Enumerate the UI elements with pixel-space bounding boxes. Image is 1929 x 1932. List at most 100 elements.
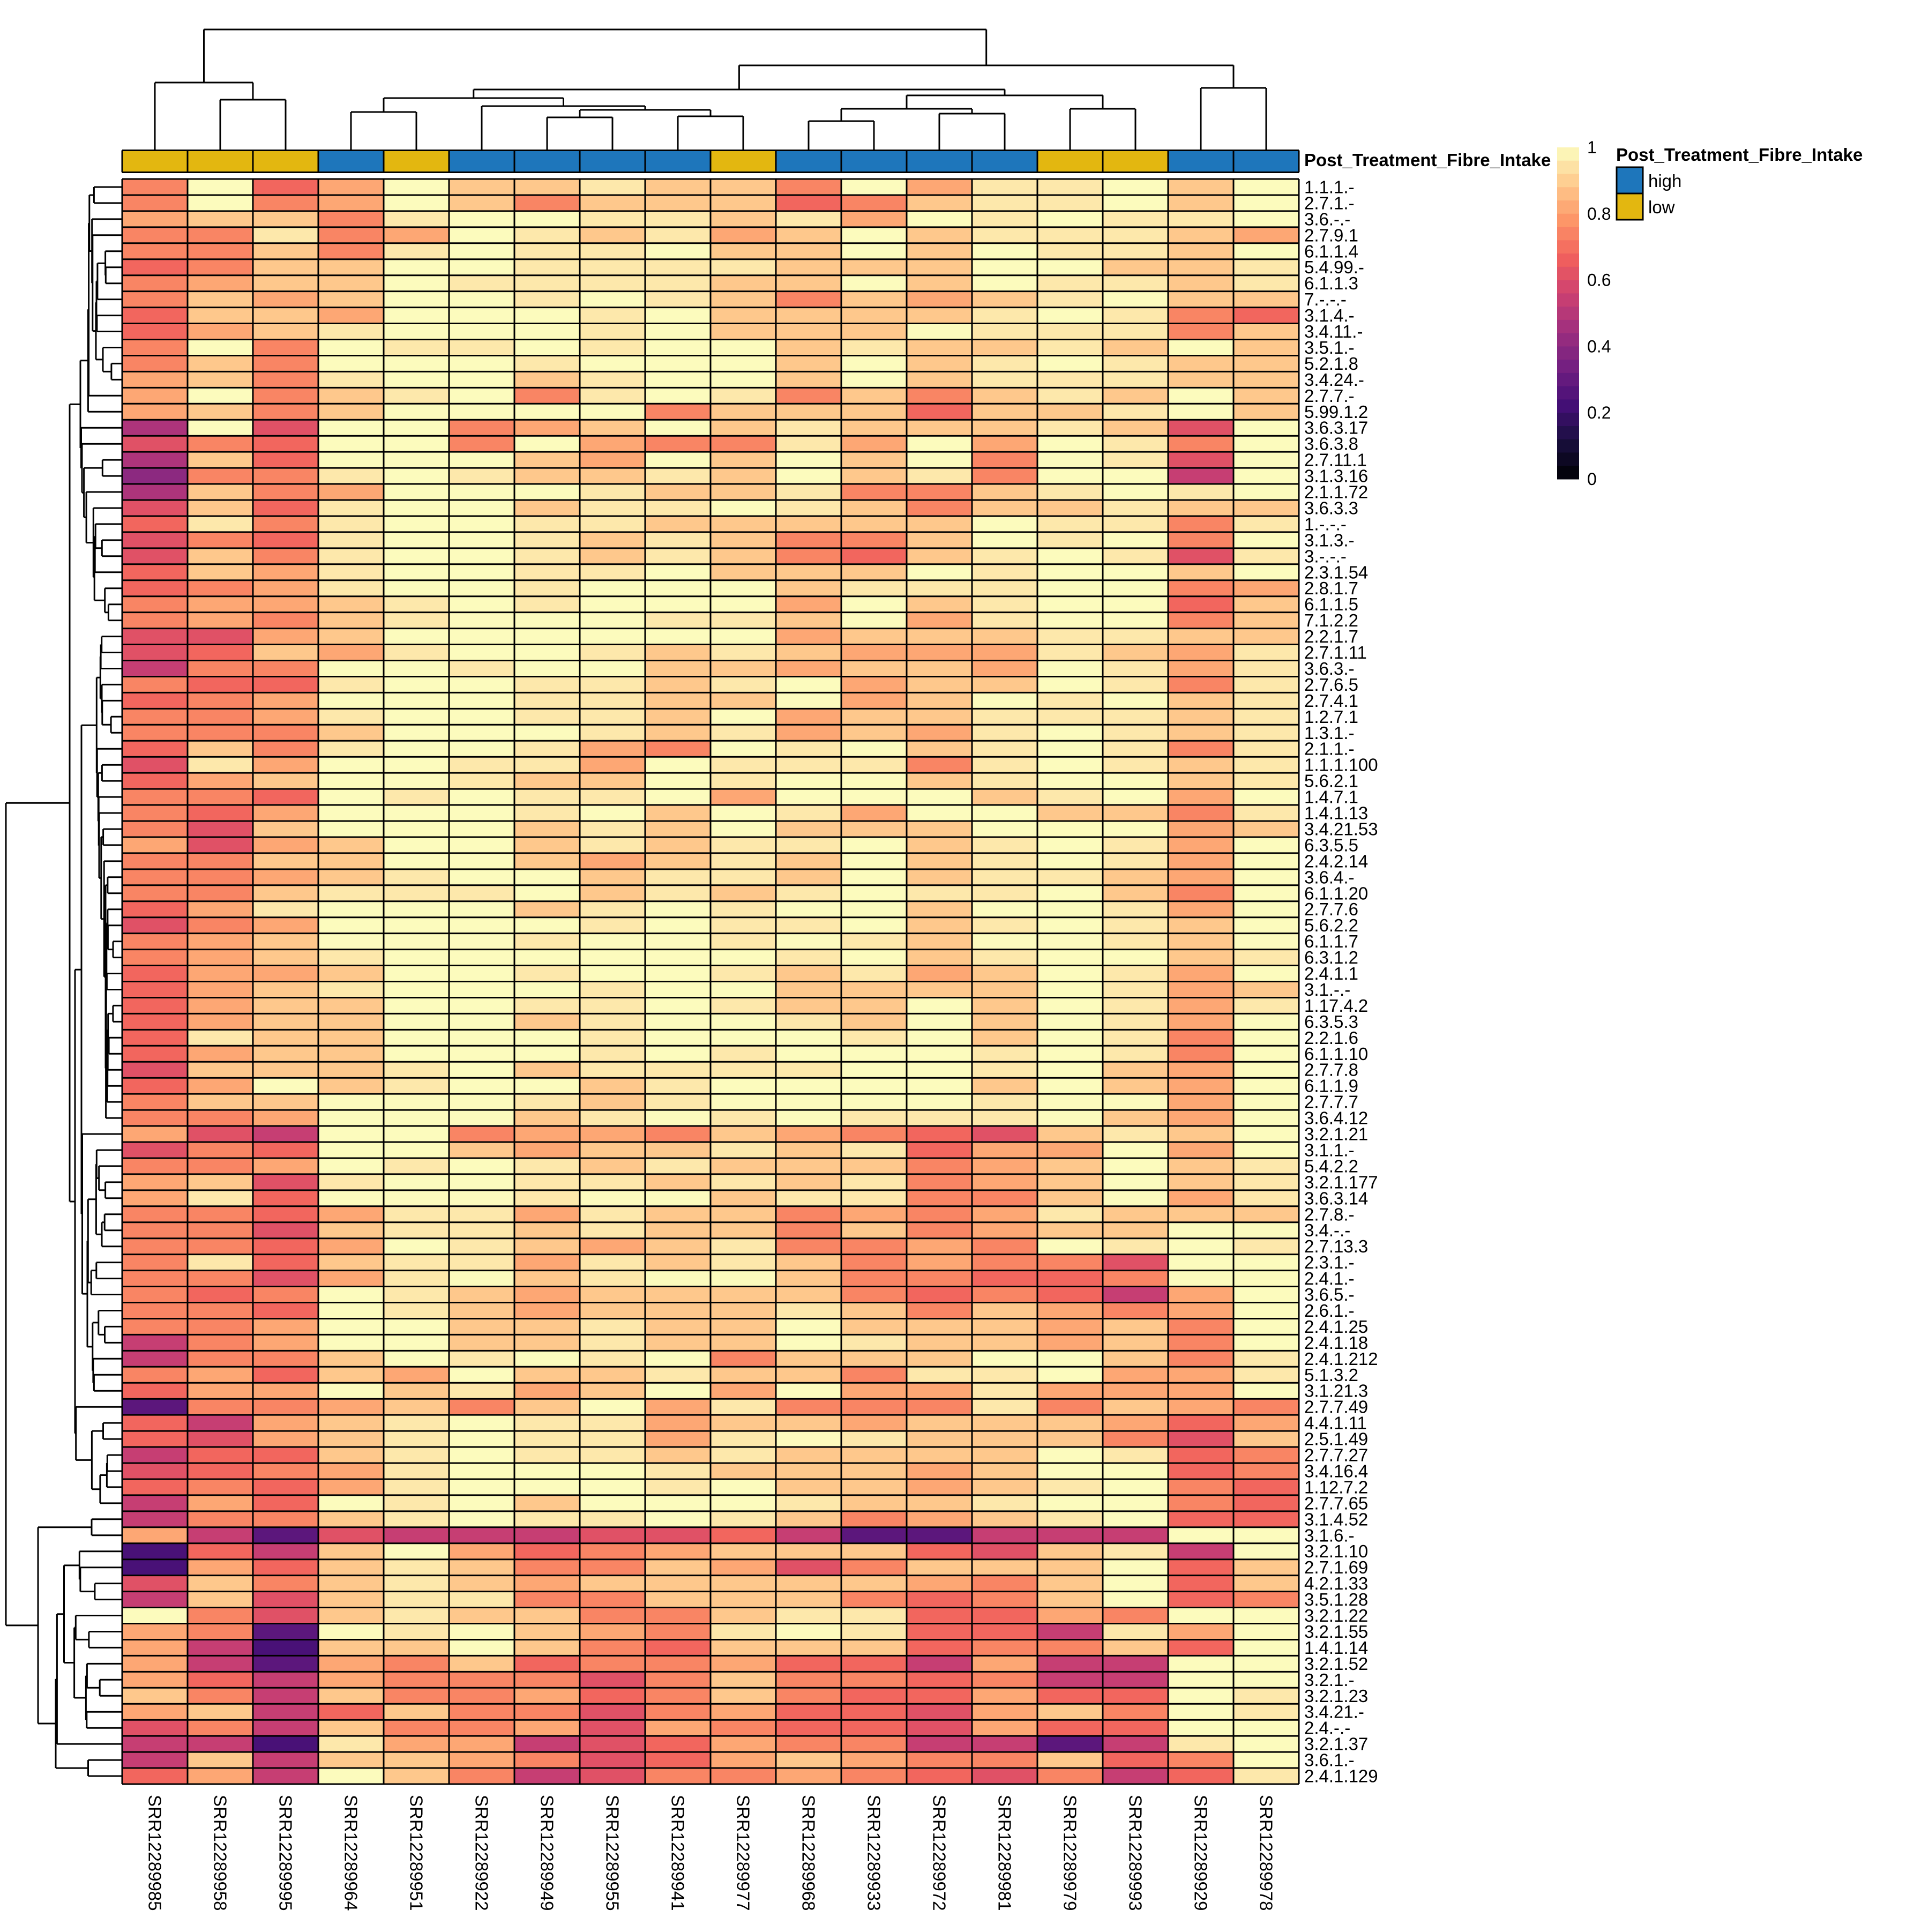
svg-text:SRR12289933: SRR12289933 — [864, 1795, 884, 1911]
svg-text:3.4.-.-: 3.4.-.- — [1304, 1220, 1350, 1240]
svg-text:SRR12289993: SRR12289993 — [1126, 1795, 1146, 1911]
svg-text:0.8: 0.8 — [1587, 204, 1611, 223]
svg-text:SRR12289995: SRR12289995 — [276, 1795, 296, 1911]
svg-text:2.7.8.-: 2.7.8.- — [1304, 1204, 1355, 1224]
svg-text:2.7.11.1: 2.7.11.1 — [1304, 450, 1367, 470]
svg-text:3.1.-.-: 3.1.-.- — [1304, 980, 1350, 999]
svg-text:4.4.1.11: 4.4.1.11 — [1304, 1413, 1367, 1433]
svg-text:2.4.-.-: 2.4.-.- — [1304, 1718, 1350, 1738]
svg-text:3.6.4.-: 3.6.4.- — [1304, 867, 1355, 887]
svg-text:3.5.1.28: 3.5.1.28 — [1304, 1590, 1368, 1609]
svg-text:1.17.4.2: 1.17.4.2 — [1304, 996, 1368, 1016]
svg-text:2.7.9.1: 2.7.9.1 — [1304, 225, 1358, 245]
svg-text:3.1.3.16: 3.1.3.16 — [1304, 466, 1368, 486]
svg-text:3.1.3.-: 3.1.3.- — [1304, 530, 1355, 550]
svg-text:2.3.1.54: 2.3.1.54 — [1304, 562, 1368, 582]
svg-text:SRR12289977: SRR12289977 — [734, 1795, 753, 1911]
svg-text:6.1.1.10: 6.1.1.10 — [1304, 1044, 1368, 1064]
svg-text:3.4.11.-: 3.4.11.- — [1304, 322, 1363, 341]
svg-text:2.4.2.14: 2.4.2.14 — [1304, 851, 1368, 871]
svg-text:6.1.1.3: 6.1.1.3 — [1304, 273, 1358, 293]
svg-text:2.4.1.129: 2.4.1.129 — [1304, 1766, 1378, 1786]
svg-text:7.-.-.-: 7.-.-.- — [1304, 289, 1347, 309]
svg-text:2.2.1.6: 2.2.1.6 — [1304, 1028, 1358, 1048]
svg-text:2.7.6.5: 2.7.6.5 — [1304, 675, 1358, 695]
svg-text:5.99.1.2: 5.99.1.2 — [1304, 402, 1368, 422]
svg-text:3.6.3.-: 3.6.3.- — [1304, 659, 1355, 678]
svg-text:6.3.1.2: 6.3.1.2 — [1304, 948, 1358, 967]
svg-text:2.6.1.-: 2.6.1.- — [1304, 1301, 1355, 1321]
svg-text:SRR12289981: SRR12289981 — [995, 1795, 1015, 1911]
svg-text:3.2.1.10: 3.2.1.10 — [1304, 1541, 1368, 1561]
svg-text:2.7.7.6: 2.7.7.6 — [1304, 899, 1358, 919]
svg-text:3.1.4.52: 3.1.4.52 — [1304, 1509, 1368, 1529]
svg-text:2.3.1.-: 2.3.1.- — [1304, 1252, 1355, 1272]
svg-text:0: 0 — [1587, 469, 1597, 489]
svg-text:1.4.7.1: 1.4.7.1 — [1304, 787, 1358, 807]
svg-text:2.2.1.7: 2.2.1.7 — [1304, 626, 1358, 646]
svg-text:1.12.7.2: 1.12.7.2 — [1304, 1477, 1368, 1497]
svg-text:Post_Treatment_Fibre_Intake: Post_Treatment_Fibre_Intake — [1304, 150, 1551, 170]
svg-text:SRR12289964: SRR12289964 — [341, 1795, 361, 1911]
svg-text:3.2.1.21: 3.2.1.21 — [1304, 1124, 1368, 1144]
svg-text:0.4: 0.4 — [1587, 337, 1611, 356]
svg-text:1: 1 — [1587, 138, 1597, 157]
svg-text:5.2.1.8: 5.2.1.8 — [1304, 354, 1358, 374]
svg-text:2.4.1.1: 2.4.1.1 — [1304, 964, 1358, 983]
svg-text:2.1.1.-: 2.1.1.- — [1304, 739, 1355, 759]
svg-text:5.6.2.1: 5.6.2.1 — [1304, 771, 1358, 791]
svg-text:1.-.-.-: 1.-.-.- — [1304, 514, 1347, 534]
svg-text:2.7.7.7: 2.7.7.7 — [1304, 1092, 1358, 1112]
svg-text:3.4.21.53: 3.4.21.53 — [1304, 819, 1378, 839]
svg-text:6.1.1.9: 6.1.1.9 — [1304, 1076, 1358, 1096]
svg-text:5.1.3.2: 5.1.3.2 — [1304, 1365, 1358, 1385]
svg-text:6.3.5.5: 6.3.5.5 — [1304, 835, 1358, 855]
svg-text:2.7.7.8: 2.7.7.8 — [1304, 1060, 1358, 1080]
svg-text:3.6.3.3: 3.6.3.3 — [1304, 498, 1358, 518]
svg-text:3.2.1.55: 3.2.1.55 — [1304, 1622, 1368, 1642]
svg-text:1.4.1.14: 1.4.1.14 — [1304, 1638, 1368, 1658]
svg-text:2.4.1.25: 2.4.1.25 — [1304, 1317, 1368, 1337]
svg-text:0.2: 0.2 — [1587, 403, 1611, 422]
svg-text:1.4.1.13: 1.4.1.13 — [1304, 803, 1368, 823]
svg-text:2.5.1.49: 2.5.1.49 — [1304, 1429, 1368, 1449]
svg-text:7.1.2.2: 7.1.2.2 — [1304, 610, 1358, 630]
svg-text:SRR12289955: SRR12289955 — [603, 1795, 623, 1911]
svg-text:5.4.99.-: 5.4.99.- — [1304, 257, 1364, 277]
svg-text:SRR12289968: SRR12289968 — [799, 1795, 819, 1911]
svg-text:3.1.21.3: 3.1.21.3 — [1304, 1381, 1368, 1401]
svg-text:3.6.3.14: 3.6.3.14 — [1304, 1188, 1368, 1208]
svg-text:SRR12289922: SRR12289922 — [472, 1795, 492, 1911]
svg-text:SRR12289951: SRR12289951 — [407, 1795, 427, 1911]
svg-text:2.1.1.72: 2.1.1.72 — [1304, 482, 1368, 502]
svg-text:5.4.2.2: 5.4.2.2 — [1304, 1156, 1358, 1176]
svg-text:6.1.1.4: 6.1.1.4 — [1304, 241, 1358, 261]
svg-text:2.7.7.49: 2.7.7.49 — [1304, 1397, 1368, 1417]
svg-text:2.4.1.212: 2.4.1.212 — [1304, 1349, 1378, 1369]
svg-text:Post_Treatment_Fibre_Intake: Post_Treatment_Fibre_Intake — [1616, 145, 1863, 165]
svg-text:3.2.1.22: 3.2.1.22 — [1304, 1606, 1368, 1625]
svg-text:3.6.-.-: 3.6.-.- — [1304, 209, 1350, 229]
svg-text:2.4.1.18: 2.4.1.18 — [1304, 1333, 1368, 1353]
svg-text:3.2.1.-: 3.2.1.- — [1304, 1670, 1355, 1690]
svg-text:2.7.7.65: 2.7.7.65 — [1304, 1493, 1368, 1513]
svg-text:3.-.-.-: 3.-.-.- — [1304, 546, 1347, 566]
svg-text:3.6.5.-: 3.6.5.- — [1304, 1285, 1355, 1304]
svg-text:low: low — [1648, 197, 1675, 217]
svg-text:2.7.1.69: 2.7.1.69 — [1304, 1557, 1368, 1577]
svg-text:3.2.1.23: 3.2.1.23 — [1304, 1686, 1368, 1706]
svg-text:3.1.1.-: 3.1.1.- — [1304, 1140, 1355, 1160]
svg-text:high: high — [1648, 171, 1681, 191]
svg-text:2.7.4.1: 2.7.4.1 — [1304, 691, 1358, 711]
svg-text:SRR12289979: SRR12289979 — [1060, 1795, 1080, 1911]
svg-text:3.4.24.-: 3.4.24.- — [1304, 370, 1364, 390]
svg-text:SRR12289941: SRR12289941 — [668, 1795, 688, 1911]
svg-text:3.2.1.177: 3.2.1.177 — [1304, 1172, 1378, 1192]
svg-text:3.6.3.8: 3.6.3.8 — [1304, 434, 1358, 454]
svg-text:3.4.21.-: 3.4.21.- — [1304, 1702, 1364, 1722]
svg-text:1.1.1.100: 1.1.1.100 — [1304, 755, 1378, 775]
svg-text:2.4.1.-: 2.4.1.- — [1304, 1269, 1355, 1288]
svg-text:2.7.1.-: 2.7.1.- — [1304, 193, 1355, 213]
svg-text:2.7.1.11: 2.7.1.11 — [1304, 643, 1367, 662]
svg-text:1.1.1.-: 1.1.1.- — [1304, 177, 1355, 197]
